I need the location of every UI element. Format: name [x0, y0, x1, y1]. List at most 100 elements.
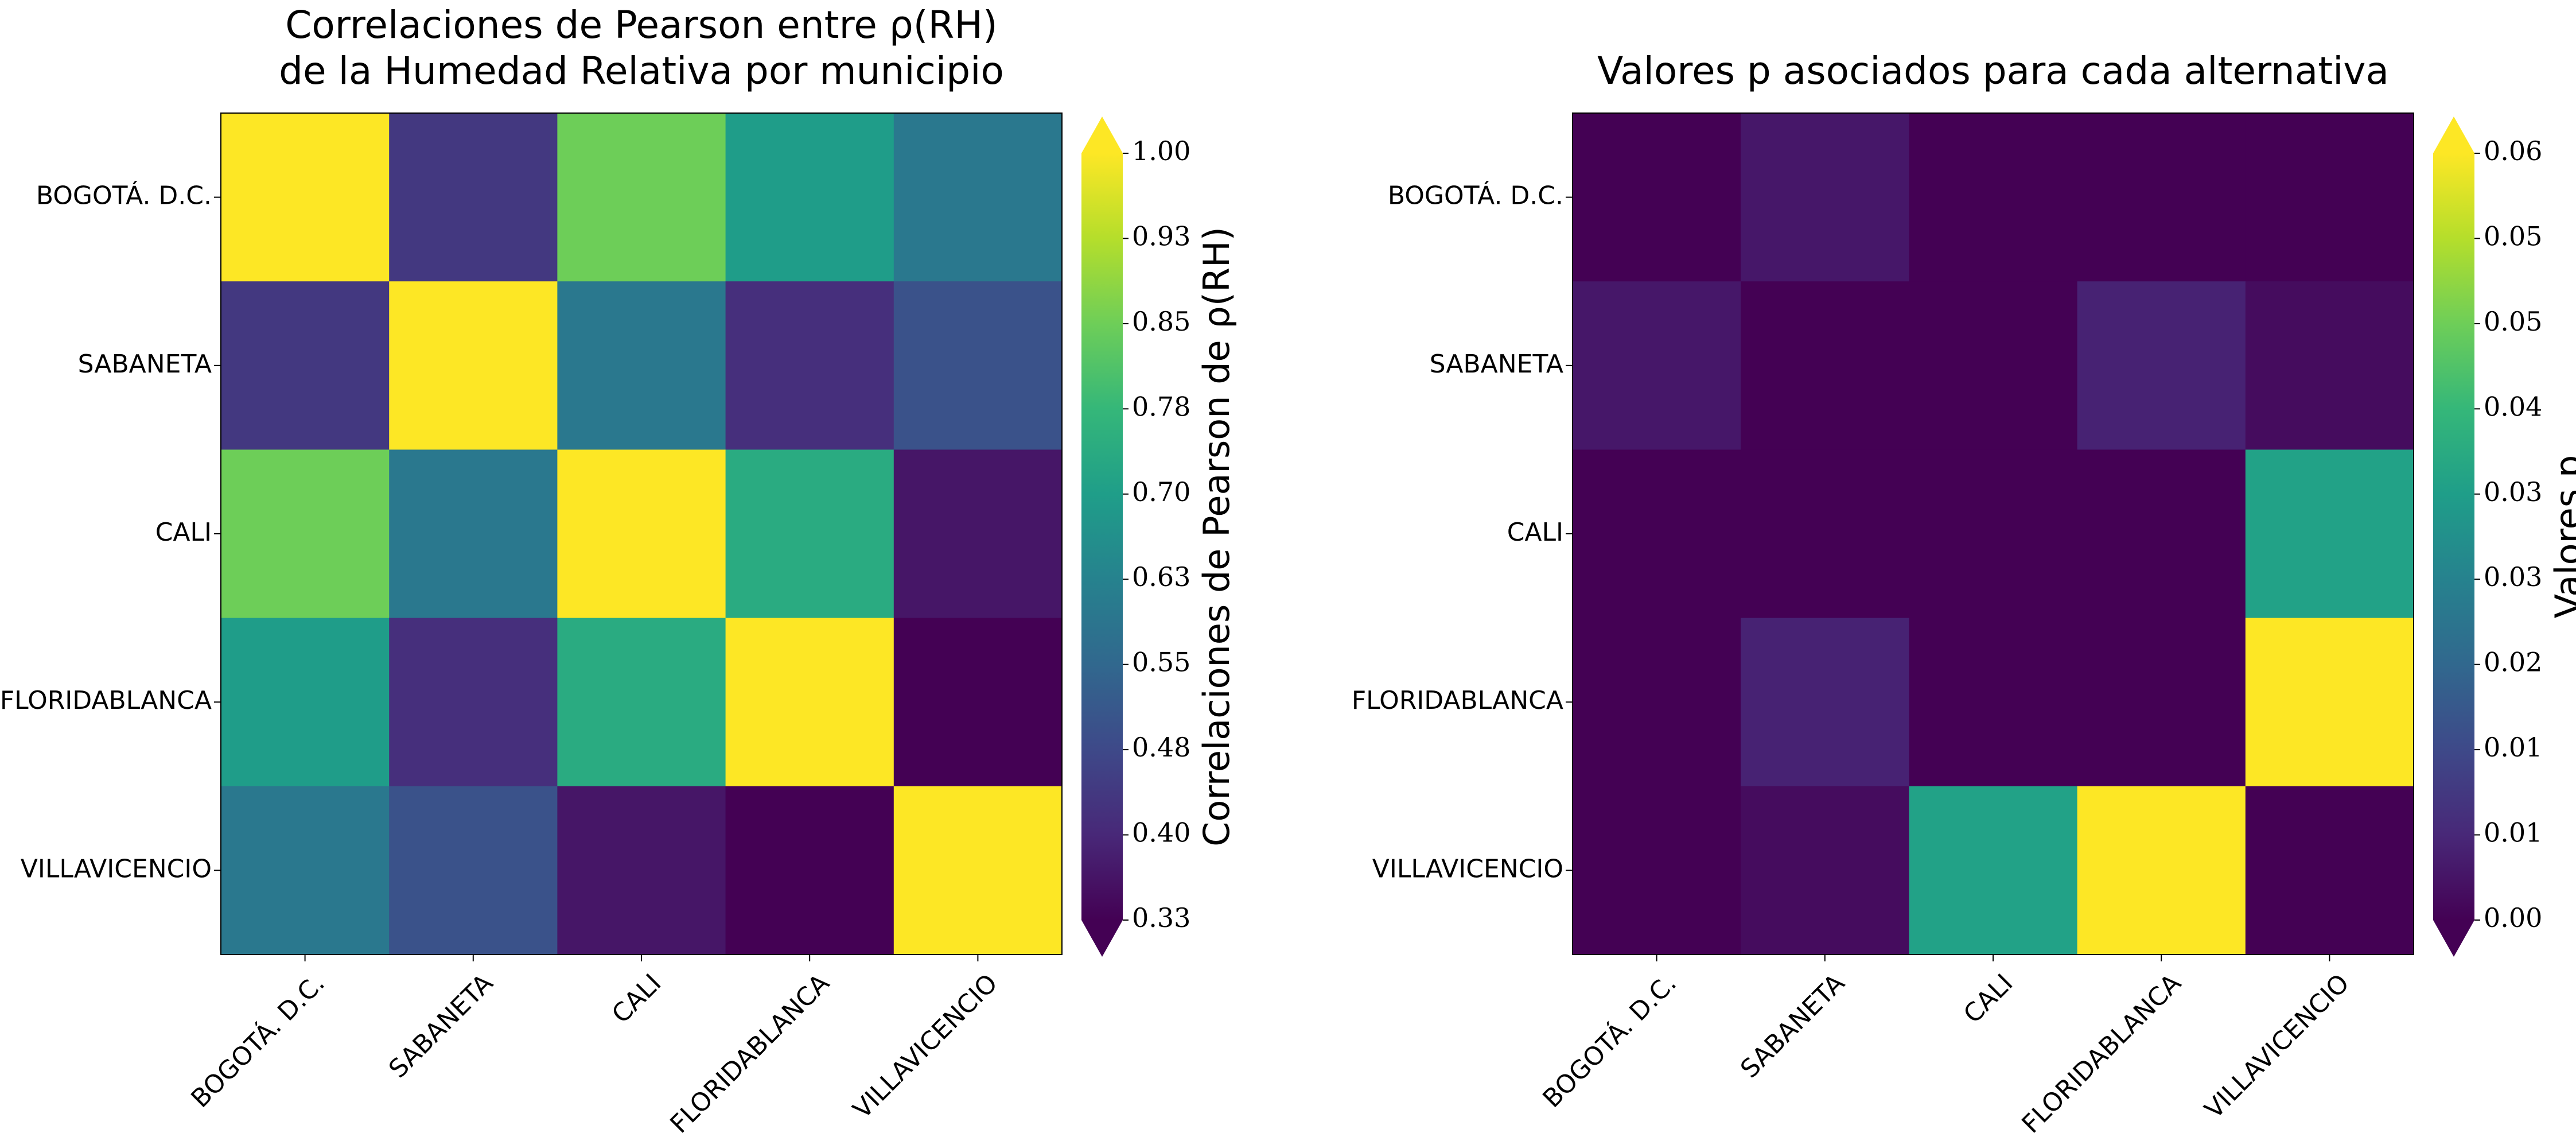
- colorbar-tick-label: 0.01: [2484, 732, 2542, 763]
- heatmap-cell: [2077, 618, 2246, 787]
- colorbar-min-extend: [2433, 920, 2474, 957]
- x-tick-label: SABANETA: [1735, 968, 1850, 1084]
- heatmap-cell: [389, 786, 558, 955]
- heatmap-cell: [1573, 113, 1741, 282]
- heatmap-cell: [893, 618, 1063, 787]
- heatmap-cell: [893, 281, 1063, 450]
- heatmap-cell: [1573, 786, 1741, 955]
- heatmap-cell: [221, 449, 390, 619]
- heatmap-cell: [1741, 786, 1909, 955]
- heatmap-cell: [221, 281, 390, 450]
- colorbar-tick-label: 0.04: [2484, 391, 2542, 422]
- heatmap-cell: [557, 786, 726, 955]
- colorbar-tick-label: 0.03: [2484, 476, 2542, 507]
- heatmap-cell: [725, 113, 894, 282]
- y-tick-label: FLORIDABLANCA: [0, 686, 212, 715]
- y-tick-label: BOGOTÁ. D.C.: [36, 180, 212, 211]
- heatmap-cell: [1741, 281, 1909, 450]
- heatmap-cell: [2245, 113, 2414, 282]
- x-tick-label: VILLAVICENCIO: [2199, 968, 2355, 1124]
- colorbar-label: Valores p: [2547, 455, 2576, 618]
- colorbar-label: Correlaciones de Pearson de ρ(RH): [1196, 227, 1238, 847]
- heatmap-cell: [725, 786, 894, 955]
- heatmap-cell: [725, 281, 894, 450]
- heatmap-cell: [2077, 449, 2246, 619]
- x-tick-label: BOGOTÁ. D.C.: [1536, 968, 1682, 1113]
- colorbar: [2433, 153, 2474, 920]
- y-tick-label: CALI: [155, 518, 212, 547]
- colorbar-tick-label: 0.05: [2484, 306, 2542, 337]
- chart-title-line-1: Valores p asociados para cada alternativ…: [1597, 49, 2389, 93]
- heatmap-cell: [221, 113, 390, 282]
- colorbar-min-extend: [1081, 920, 1123, 957]
- x-tick-label: CALI: [606, 968, 667, 1029]
- heatmap-cell: [389, 618, 558, 787]
- heatmap-cell: [1573, 281, 1741, 450]
- heatmap-cell: [893, 449, 1063, 619]
- correlation-heatmap-panel: Correlaciones de Pearson entre ρ(RH)de l…: [0, 3, 1238, 1133]
- colorbar-max-extend: [1081, 117, 1123, 153]
- heatmap-cell: [1909, 786, 2078, 955]
- heatmap-cell: [1741, 449, 1909, 619]
- colorbar-tick-label: 0.70: [1132, 476, 1190, 507]
- colorbar-tick-label: 0.85: [1132, 306, 1190, 337]
- pvalue-heatmap-panel: Valores p asociados para cada alternativ…: [1352, 49, 2576, 1133]
- heatmap-cell: [725, 449, 894, 619]
- y-tick-label: SABANETA: [78, 350, 212, 379]
- y-tick-label: FLORIDABLANCA: [1352, 686, 1563, 715]
- heatmap-cell: [725, 618, 894, 787]
- heatmap-cell: [1741, 113, 1909, 282]
- colorbar-tick-label: 0.06: [2484, 135, 2542, 166]
- heatmap-cell: [557, 618, 726, 787]
- colorbar-tick-label: 0.33: [1132, 902, 1190, 933]
- x-tick-label: BOGOTÁ. D.C.: [185, 968, 330, 1113]
- chart-title-line-1: Correlaciones de Pearson entre ρ(RH): [285, 3, 997, 47]
- colorbar-tick-label: 0.78: [1132, 391, 1190, 422]
- colorbar-tick-label: 0.00: [2484, 902, 2542, 933]
- heatmap-cell: [2245, 786, 2414, 955]
- heatmap-cell: [2077, 786, 2246, 955]
- heatmap-cell: [557, 113, 726, 282]
- heatmap-cell: [1909, 113, 2078, 282]
- heatmap-cell: [389, 281, 558, 450]
- y-tick-label: CALI: [1507, 518, 1563, 547]
- heatmap-cell: [389, 449, 558, 619]
- heatmap-cell: [1909, 449, 2078, 619]
- colorbar-tick-label: 0.48: [1132, 732, 1190, 763]
- heatmap-cell: [1909, 618, 2078, 787]
- colorbar-tick-label: 0.03: [2484, 561, 2542, 592]
- y-tick-label: VILLAVICENCIO: [21, 854, 212, 883]
- heatmap-cell: [893, 786, 1063, 955]
- colorbar-tick-label: 0.40: [1132, 817, 1190, 848]
- x-tick-label: FLORIDABLANCA: [664, 968, 835, 1133]
- colorbar-tick-label: 0.93: [1132, 220, 1190, 251]
- heatmap-cell: [2245, 449, 2414, 619]
- x-tick-label: SABANETA: [383, 968, 499, 1084]
- colorbar-tick-label: 0.01: [2484, 817, 2542, 848]
- y-tick-label: VILLAVICENCIO: [1372, 854, 1563, 883]
- colorbar-max-extend: [2433, 117, 2474, 153]
- y-tick-label: BOGOTÁ. D.C.: [1388, 180, 1563, 211]
- x-tick-label: CALI: [1958, 968, 2019, 1029]
- heatmap-cell: [1909, 281, 2078, 450]
- heatmap-cell: [221, 786, 390, 955]
- colorbar-tick-label: 0.02: [2484, 647, 2542, 678]
- heatmap-cell: [893, 113, 1063, 282]
- heatmap-cell: [2077, 113, 2246, 282]
- heatmap-cell: [2077, 281, 2246, 450]
- heatmap-cell: [2245, 618, 2414, 787]
- heatmap-cell: [1573, 449, 1741, 619]
- heatmap-cell: [2245, 281, 2414, 450]
- colorbar-tick-label: 0.63: [1132, 561, 1190, 592]
- colorbar-tick-label: 0.55: [1132, 647, 1190, 678]
- colorbar-tick-label: 0.05: [2484, 220, 2542, 251]
- heatmap-cell: [389, 113, 558, 282]
- heatmap-cell: [557, 449, 726, 619]
- y-tick-label: SABANETA: [1430, 350, 1563, 379]
- heatmap-cell: [221, 618, 390, 787]
- colorbar: [1081, 153, 1123, 920]
- x-tick-label: VILLAVICENCIO: [847, 968, 1003, 1124]
- heatmap-cell: [1573, 618, 1741, 787]
- chart-title-line-2: de la Humedad Relativa por municipio: [279, 49, 1004, 93]
